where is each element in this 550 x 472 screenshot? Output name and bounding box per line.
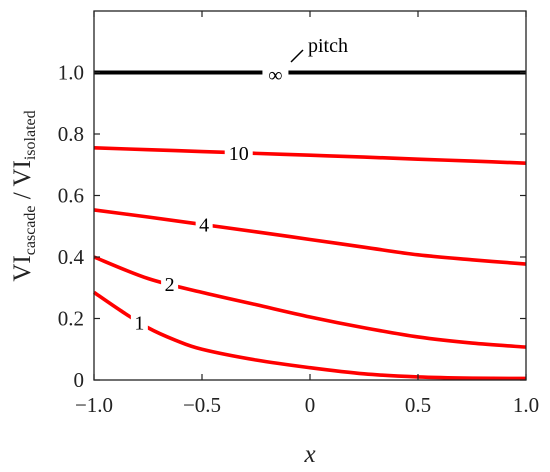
y-tick-label: 0.8 (58, 122, 84, 146)
series-line-1 (92, 290, 527, 381)
series-label-bg-1 (130, 312, 148, 333)
y-axis-title-part1: VI (9, 255, 36, 281)
series-line-10 (93, 146, 527, 166)
tick-layer: −1.0 −0.5 0 0.5 1.0 0 0.2 0.4 0.6 0.8 1.0 (58, 11, 539, 417)
y-axis-title-separator: / VI (9, 160, 36, 205)
y-axis-title: VIcascade / VIisolated (9, 110, 39, 281)
y-tick-label: 0.2 (58, 307, 84, 331)
series-label-10: 10 (229, 143, 249, 165)
plot-frame (93, 10, 527, 381)
series-label-infinity: ∞ (268, 65, 282, 87)
series-label-bg-infinity (262, 63, 289, 82)
x-axis-title: x (303, 441, 315, 468)
series-label-bg-10 (224, 142, 253, 163)
x-tick-label: −0.5 (183, 393, 221, 417)
x-tick-label: 1.0 (513, 393, 539, 417)
series-layer (92, 70, 527, 381)
series-label-1: 1 (134, 312, 144, 334)
x-tick-label: 0.5 (405, 393, 431, 417)
x-tick-label: −1.0 (75, 393, 113, 417)
series-line-4 (93, 208, 527, 266)
annotation-leader (290, 49, 304, 63)
series-label-bg-2 (161, 274, 179, 295)
series-label-4: 4 (199, 215, 209, 237)
annotation-pitch: pitch (308, 35, 348, 57)
y-tick-label: 0.4 (58, 245, 85, 269)
y-axis-title-sub1: cascade (22, 206, 39, 256)
y-tick-label: 1.0 (58, 61, 84, 85)
series-label-2: 2 (165, 274, 175, 296)
y-tick-label: 0 (74, 368, 85, 392)
x-tick-label: 0 (305, 393, 316, 417)
y-tick-label: 0.6 (58, 184, 84, 208)
y-axis-title-sub2: isolated (22, 110, 39, 160)
series-label-bg-4 (195, 214, 213, 235)
curve-label-layer: ∞ 10 4 21 (130, 63, 289, 334)
